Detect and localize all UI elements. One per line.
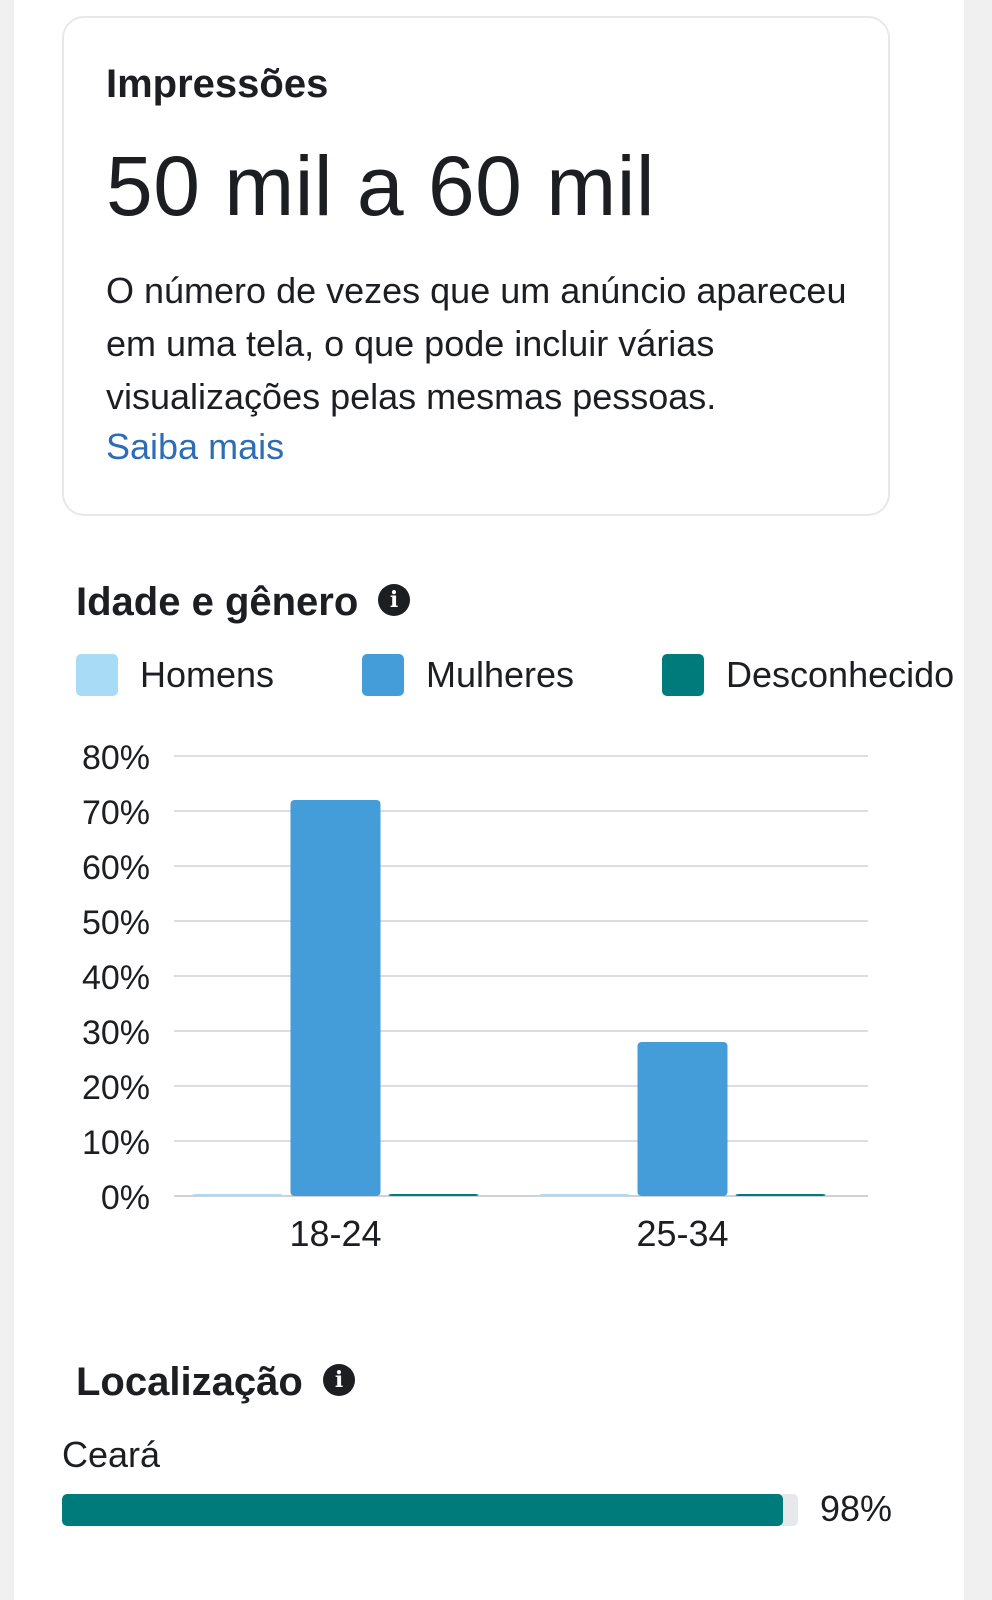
legend-item-mulheres: Mulheres xyxy=(362,650,622,700)
x-category-label: 25-34 xyxy=(636,1213,728,1254)
legend-swatch xyxy=(362,654,404,696)
y-tick-label: 10% xyxy=(82,1124,150,1162)
x-category-label: 18-24 xyxy=(289,1213,381,1254)
y-tick-label: 60% xyxy=(82,849,150,887)
info-icon[interactable]: i xyxy=(323,1364,355,1396)
impressions-card: Impressões 50 mil a 60 mil O número de v… xyxy=(62,16,890,516)
y-tick-label: 40% xyxy=(82,959,150,997)
age-gender-chart: 0% 10% 20% 30% 40% 50% 60% 70% 80% 18-24 25-34 xyxy=(82,739,868,1254)
legend-item-homens: Homens xyxy=(76,650,316,700)
location-item-percent: 98% xyxy=(820,1488,893,1529)
bar-homens-18-24 xyxy=(192,1194,283,1196)
learn-more-link[interactable]: Saiba mais xyxy=(106,426,285,467)
y-tick-label: 70% xyxy=(82,794,150,832)
y-tick-label: 50% xyxy=(82,904,150,942)
info-icon[interactable]: i xyxy=(378,584,410,616)
legend-swatch xyxy=(662,654,704,696)
location-bar-track xyxy=(62,1494,798,1526)
legend-label: Homens xyxy=(140,654,275,695)
y-tick-label: 80% xyxy=(82,739,150,777)
legend-label: Desconhecido xyxy=(726,654,955,695)
y-tick-label: 0% xyxy=(101,1179,150,1217)
location-item-label: Ceará xyxy=(62,1434,161,1475)
location-bar-fill xyxy=(62,1494,784,1526)
bar-desconhecido-18-24 xyxy=(388,1194,479,1196)
y-tick-label: 20% xyxy=(82,1069,150,1107)
bar-homens-25-34 xyxy=(539,1194,630,1196)
age-gender-title: Idade e gênero xyxy=(76,580,359,624)
legend-item-desconhecido: Desconhecido xyxy=(662,650,962,700)
impressions-value: 50 mil a 60 mil xyxy=(106,139,656,233)
bar-desconhecido-25-34 xyxy=(735,1194,826,1196)
location-title: Localização xyxy=(76,1360,303,1404)
bar-mulheres-25-34 xyxy=(637,1042,728,1196)
y-tick-label: 30% xyxy=(82,1014,150,1052)
impressions-label: Impressões xyxy=(106,62,329,106)
legend-swatch xyxy=(76,654,118,696)
impressions-description: O número de vezes que um anúncio aparece… xyxy=(106,270,847,417)
legend-label: Mulheres xyxy=(426,654,575,695)
bar-mulheres-18-24 xyxy=(290,800,381,1196)
